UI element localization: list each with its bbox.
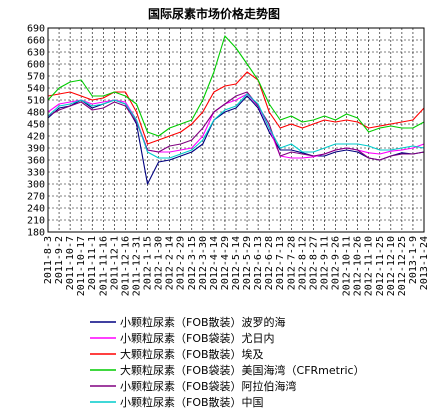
y-tick-label: 660: [27, 36, 45, 47]
x-tick-label: 2012-4-29: [220, 236, 231, 290]
legend-label-1: 小颗粒尿素（FOB散装）波罗的海: [120, 315, 286, 329]
series-line-5: [47, 91, 425, 161]
x-tick-label: 2012-5-29: [242, 236, 253, 290]
y-tick-label: 510: [27, 96, 45, 107]
x-tick-label: 2013-1-24: [419, 236, 430, 290]
x-tick-label: 2011-10-7: [65, 236, 76, 290]
y-tick-label: 270: [27, 192, 45, 203]
y-tick-label: 390: [27, 144, 45, 155]
y-tick-label: 210: [27, 216, 45, 227]
y-tick-label: 180: [27, 228, 45, 239]
x-tick-label: 2012-2-14: [165, 236, 176, 290]
y-tick-label: 630: [27, 48, 45, 59]
x-tick-label: 2012-6-13: [253, 236, 264, 290]
x-tick-label: 2011-11-1: [87, 236, 98, 290]
x-tick-label: 2012-8-12: [297, 236, 308, 290]
x-tick-label: 2012-5-14: [231, 236, 242, 290]
y-tick-label: 570: [27, 72, 45, 83]
x-tick-label: 2011-11-16: [98, 236, 109, 296]
x-axis: 2011-8-3 2011-9-2 2011-10-7 2011-10-17 2011-…: [43, 236, 430, 296]
legend-label-2: 小颗粒尿素（FOB袋装）尤日内: [120, 331, 275, 345]
plot-series: [47, 35, 425, 185]
x-tick-label: 2012-2-29: [176, 236, 187, 290]
series-line-6: [47, 93, 425, 159]
y-tick-label: 480: [27, 108, 45, 119]
x-tick-label: 2012-8-27: [308, 236, 319, 290]
x-tick-label: 2012-11-10: [364, 236, 375, 296]
gridlines: [48, 27, 424, 233]
y-tick-label: 330: [27, 168, 45, 179]
y-axis: 1802102402703003303603904204504805105405…: [27, 24, 45, 239]
x-tick-label: 2012-4-14: [209, 236, 220, 290]
legend-label-6: 小颗粒尿素（FOB散装）中国: [120, 395, 264, 409]
x-tick-label: 2011-9-2: [54, 236, 65, 284]
x-tick-label: 2012-10-26: [353, 236, 364, 296]
x-tick-label: 2011-10-17: [76, 236, 87, 296]
chart-title: 国际尿素市场价格走势图: [148, 6, 280, 21]
x-tick-label: 2012-3-30: [198, 236, 209, 290]
y-tick-label: 690: [27, 24, 45, 35]
x-tick-label: 2012-1-30: [154, 236, 165, 290]
y-tick-label: 360: [27, 156, 45, 167]
x-tick-label: 2012-10-11: [342, 236, 353, 296]
y-tick-label: 600: [27, 60, 45, 71]
y-tick-label: 450: [27, 120, 45, 131]
y-tick-label: 540: [27, 84, 45, 95]
x-tick-label: 2012-12-25: [397, 236, 408, 296]
x-tick-label: 2011-12-1: [109, 236, 120, 290]
series-line-2: [47, 93, 425, 159]
legend: 小颗粒尿素（FOB散装）波罗的海小颗粒尿素（FOB袋装）尤日内大颗粒尿素（FOB…: [90, 315, 365, 409]
x-tick-label: 2012-11-25: [375, 236, 386, 296]
x-tick-label: 2012-9-26: [331, 236, 342, 290]
plot-frame: [47, 27, 425, 233]
x-tick-label: 2012-1-15: [143, 236, 154, 290]
legend-label-4: 大颗粒尿素（FOB袋装）美国海湾（CFRmetric）: [120, 363, 365, 377]
x-tick-label: 2012-6-28: [264, 236, 275, 290]
x-tick-label: 2011-12-16: [120, 236, 131, 296]
x-tick-label: 2012-3-15: [187, 236, 198, 290]
x-tick-label: 2011-12-31: [131, 236, 142, 296]
x-tick-label: 2012-7-28: [286, 236, 297, 290]
x-tick-label: 2013-1-9: [408, 236, 419, 284]
x-tick-label: 2011-8-3: [43, 236, 54, 284]
x-tick-label: 2012-7-13: [275, 236, 286, 290]
legend-label-3: 大颗粒尿素（FOB散装）埃及: [120, 347, 264, 361]
series-line-3: [47, 71, 425, 145]
y-tick-label: 240: [27, 204, 45, 215]
series-line-4: [47, 35, 425, 137]
legend-label-5: 小颗粒尿素（FOB袋装）阿拉伯海湾: [120, 379, 297, 393]
x-tick-label: 2012-9-11: [319, 236, 330, 290]
y-tick-label: 420: [27, 132, 45, 143]
y-tick-label: 300: [27, 180, 45, 191]
x-tick-label: 2012-12-10: [386, 236, 397, 296]
